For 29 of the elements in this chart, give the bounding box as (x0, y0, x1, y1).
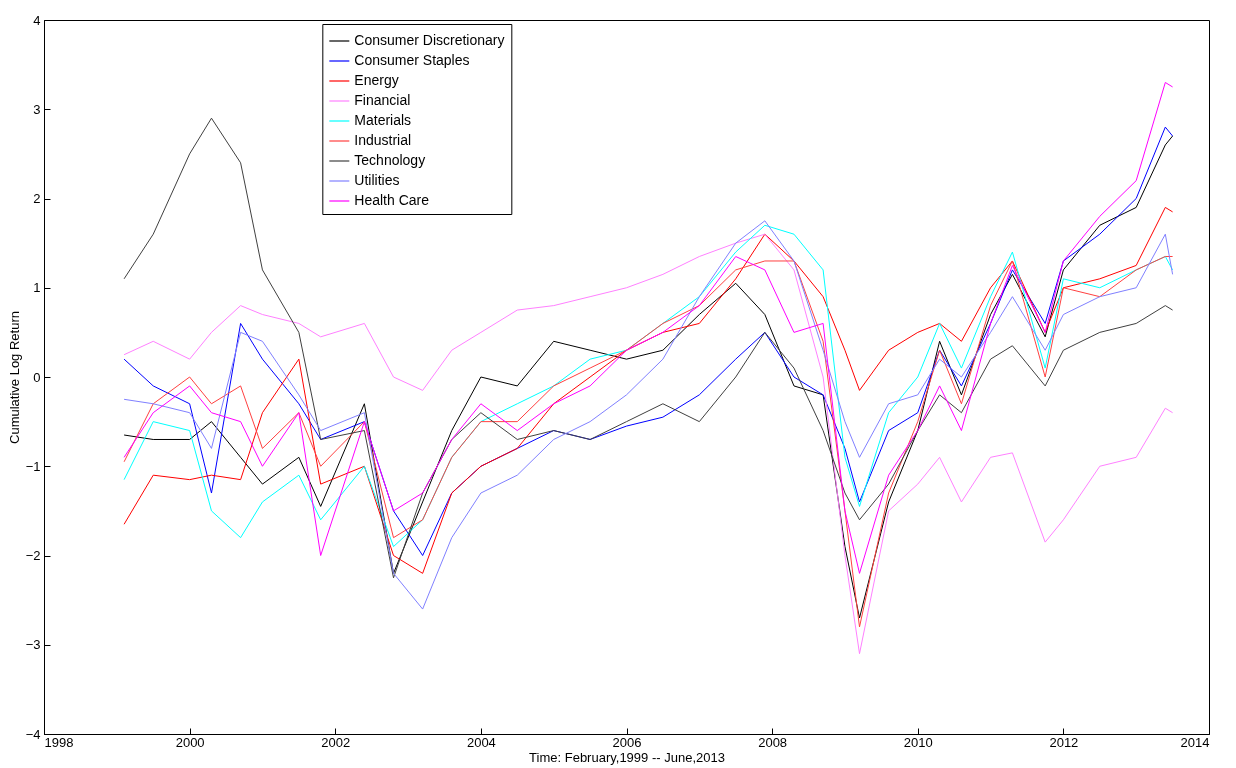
x-axis-title: Time: February,1999 -- June,2013 (529, 749, 725, 765)
y-tick-label: 4 (33, 12, 41, 28)
legend-label: Financial (354, 92, 411, 108)
y-tick-label: −1 (25, 458, 41, 474)
x-tick-label: 2010 (903, 734, 933, 750)
y-tick-label: 0 (33, 369, 41, 385)
y-tick-label: 3 (33, 101, 41, 117)
x-tick-label: 2002 (321, 734, 351, 750)
y-tick-label: 1 (33, 280, 41, 296)
legend-label: Materials (354, 112, 412, 128)
x-tick-label: 2014 (1180, 734, 1210, 750)
legend-label: Energy (354, 72, 399, 88)
x-tick-label: 2012 (1049, 734, 1079, 750)
legend-label: Technology (354, 152, 426, 168)
legend-label: Health Care (354, 192, 430, 208)
y-tick-label: 2 (33, 191, 41, 206)
legend-label: Utilities (354, 172, 400, 188)
legend-label: Consumer Discretionary (354, 32, 505, 48)
x-tick-label: 1998 (44, 734, 74, 750)
y-axis-title: Cumulative Log Return (6, 311, 22, 444)
x-tick-label: 2000 (175, 734, 205, 750)
y-tick-label: −3 (25, 637, 41, 653)
legend-label: Industrial (354, 132, 412, 148)
x-tick-label: 2006 (612, 734, 642, 750)
y-tick-label: −4 (25, 726, 41, 742)
legend-label: Consumer Staples (354, 52, 470, 68)
y-tick-label: −2 (25, 548, 41, 563)
x-tick-label: 2008 (758, 734, 788, 750)
x-tick-label: 2004 (466, 734, 496, 750)
